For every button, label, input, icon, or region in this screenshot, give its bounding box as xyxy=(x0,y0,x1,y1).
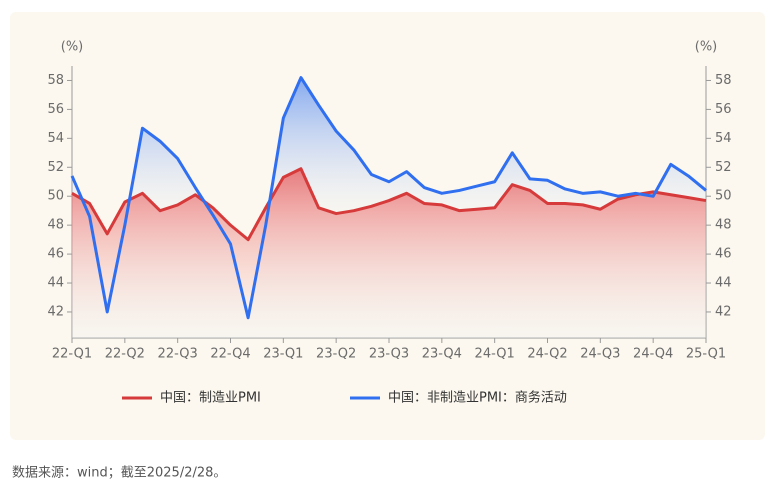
y2-tick-label: 56 xyxy=(715,102,732,117)
y-tick-label: 54 xyxy=(47,131,64,146)
y-tick-label: 50 xyxy=(47,189,64,204)
series-line xyxy=(71,167,707,242)
y-tick-label: 52 xyxy=(47,160,64,175)
y2-axis-label: (%) xyxy=(695,40,718,55)
x-tick-label: 23-Q2 xyxy=(316,347,356,362)
y2-tick-label: 44 xyxy=(715,276,732,291)
y2-tick-label: 52 xyxy=(715,160,732,175)
y-axis-label: (%) xyxy=(61,40,84,55)
legend-label: 中国：非制造业PMI：商务活动 xyxy=(388,390,567,406)
y2-tick-label: 46 xyxy=(715,247,732,262)
x-tick-label: 24-Q3 xyxy=(580,347,620,362)
y-tick-label: 44 xyxy=(47,276,64,291)
y-tick-label: 56 xyxy=(47,102,64,117)
series-line xyxy=(70,76,707,320)
y2-tick-label: 50 xyxy=(715,189,732,204)
x-tick-label: 24-Q4 xyxy=(633,347,673,362)
x-tick-label: 22-Q2 xyxy=(105,347,145,362)
source-note: 数据来源：wind；截至2025/2/28。 xyxy=(12,466,226,481)
legend-label: 中国：制造业PMI xyxy=(160,391,261,406)
x-tick-label: 25-Q1 xyxy=(686,347,726,362)
x-tick-label: 22-Q1 xyxy=(52,347,92,362)
x-tick-label: 23-Q4 xyxy=(422,347,462,362)
y-tick-label: 48 xyxy=(47,218,64,233)
y2-tick-label: 48 xyxy=(715,218,732,233)
y-tick-label: 58 xyxy=(47,73,64,88)
y-tick-label: 42 xyxy=(47,304,64,319)
x-tick-label: 22-Q4 xyxy=(210,347,250,362)
x-tick-label: 24-Q1 xyxy=(475,347,515,362)
y2-tick-label: 58 xyxy=(715,73,732,88)
y2-tick-label: 42 xyxy=(715,304,732,319)
y2-tick-label: 54 xyxy=(715,131,732,146)
area xyxy=(72,168,706,338)
x-tick-label: 23-Q1 xyxy=(263,347,303,362)
y-tick-label: 46 xyxy=(47,247,64,262)
x-tick-label: 23-Q3 xyxy=(369,347,409,362)
x-tick-label: 24-Q2 xyxy=(527,347,567,362)
x-tick-label: 22-Q3 xyxy=(158,347,198,362)
